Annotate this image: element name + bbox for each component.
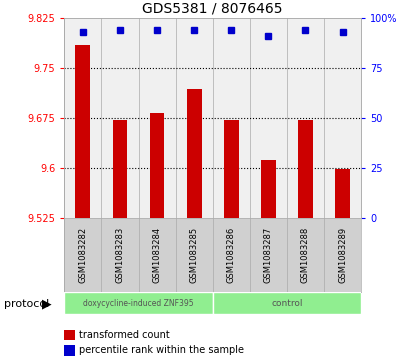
Bar bbox=[224, 120, 239, 218]
Text: transformed count: transformed count bbox=[79, 330, 170, 340]
Bar bbox=[298, 120, 313, 218]
Text: percentile rank within the sample: percentile rank within the sample bbox=[79, 345, 244, 355]
Text: ▶: ▶ bbox=[42, 297, 51, 310]
Bar bbox=[261, 160, 276, 218]
Bar bbox=[76, 45, 90, 218]
Text: GSM1083282: GSM1083282 bbox=[78, 227, 88, 283]
Bar bbox=[64, 292, 213, 314]
Text: GSM1083284: GSM1083284 bbox=[153, 227, 161, 283]
Text: control: control bbox=[271, 299, 303, 307]
Bar bbox=[335, 169, 350, 218]
Text: GSM1083286: GSM1083286 bbox=[227, 227, 236, 283]
Text: GSM1083289: GSM1083289 bbox=[338, 227, 347, 283]
Text: doxycycline-induced ZNF395: doxycycline-induced ZNF395 bbox=[83, 299, 194, 307]
Bar bbox=[213, 292, 361, 314]
Bar bbox=[150, 113, 164, 218]
Title: GDS5381 / 8076465: GDS5381 / 8076465 bbox=[142, 1, 283, 16]
Text: GSM1083288: GSM1083288 bbox=[301, 227, 310, 283]
Bar bbox=[187, 89, 202, 218]
Text: GSM1083283: GSM1083283 bbox=[115, 227, 124, 283]
Text: GSM1083285: GSM1083285 bbox=[190, 227, 199, 283]
Bar bbox=[112, 120, 127, 218]
Text: GSM1083287: GSM1083287 bbox=[264, 227, 273, 283]
Text: protocol: protocol bbox=[4, 299, 49, 309]
